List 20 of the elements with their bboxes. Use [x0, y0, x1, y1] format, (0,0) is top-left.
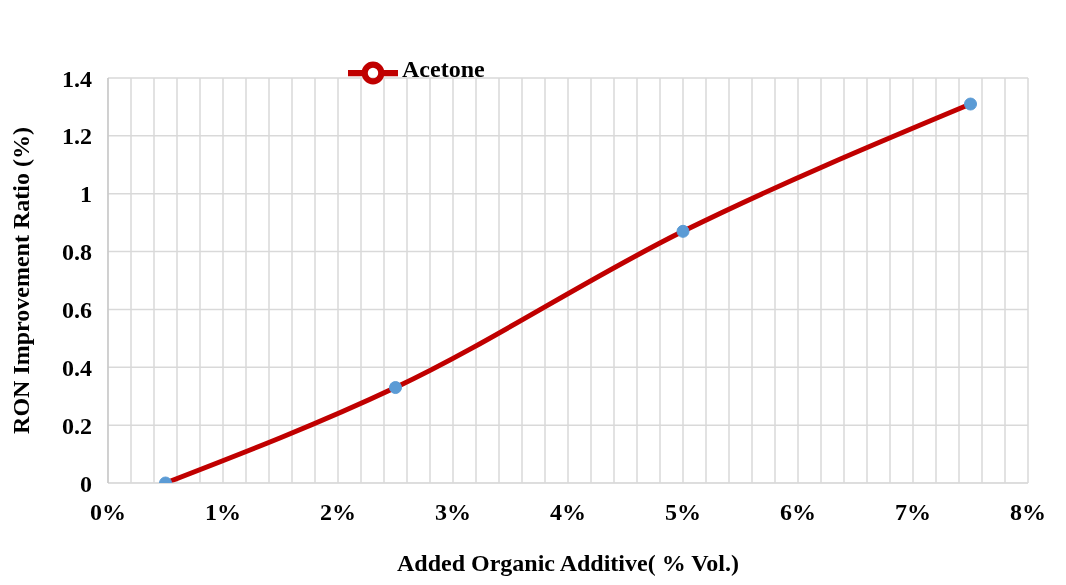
x-tick-label: 7%: [895, 499, 931, 526]
x-tick-label: 4%: [550, 499, 586, 526]
y-tick-label: 0.4: [62, 354, 92, 381]
y-axis-title: RON Improvement Ratio (%): [7, 127, 34, 434]
x-tick-label: 1%: [205, 499, 241, 526]
y-tick-label: 0.2: [62, 412, 92, 439]
x-axis-title: Added Organic Additive( % Vol.): [396, 550, 740, 576]
x-tick-label: 2%: [320, 499, 356, 526]
x-tick-label: 5%: [665, 499, 701, 526]
x-tick-label: 8%: [1010, 499, 1046, 526]
y-tick-label: 1.4: [62, 65, 92, 92]
y-tick-label: 1.2: [62, 123, 92, 150]
y-tick-label: 0.6: [62, 296, 92, 323]
x-tick-label: 3%: [435, 499, 471, 526]
legend-label: Acetone: [402, 55, 485, 82]
y-tick-label: 0.8: [62, 239, 92, 266]
x-tick-label: 0%: [90, 499, 126, 526]
x-tick-label: 6%: [780, 499, 816, 526]
y-tick-label: 0: [80, 470, 92, 497]
y-tick-label: 1: [80, 181, 92, 208]
